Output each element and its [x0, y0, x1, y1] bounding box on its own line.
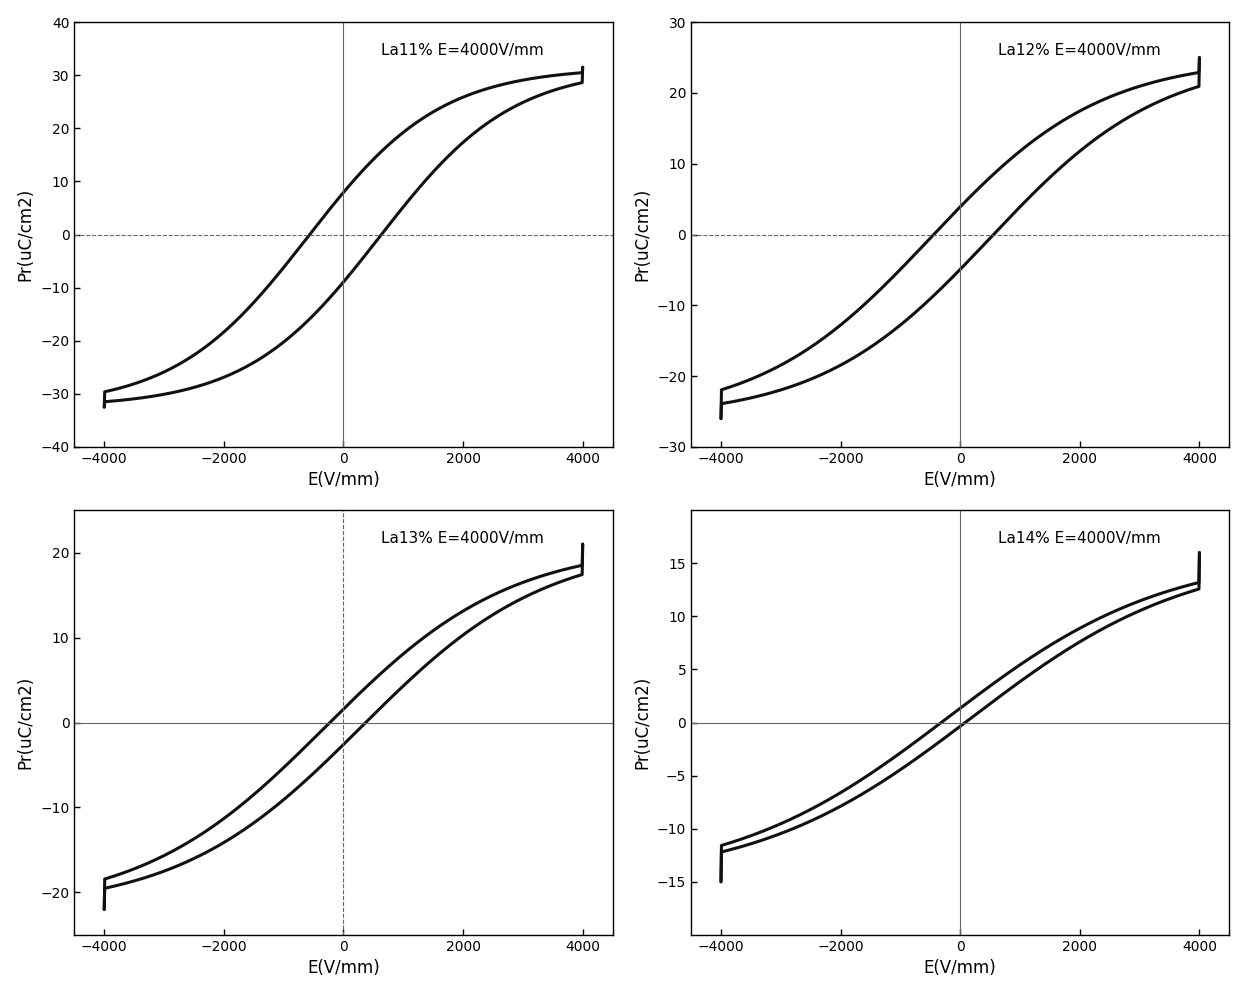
Text: La12% E=4000V/mm: La12% E=4000V/mm — [998, 44, 1160, 59]
X-axis label: E(V/mm): E(V/mm) — [307, 471, 380, 489]
Y-axis label: Pr(uC/cm2): Pr(uC/cm2) — [633, 188, 652, 281]
Text: La11% E=4000V/mm: La11% E=4000V/mm — [381, 44, 545, 59]
X-axis label: E(V/mm): E(V/mm) — [923, 959, 997, 977]
Y-axis label: Pr(uC/cm2): Pr(uC/cm2) — [16, 188, 35, 281]
Text: La14% E=4000V/mm: La14% E=4000V/mm — [998, 532, 1160, 547]
X-axis label: E(V/mm): E(V/mm) — [307, 959, 380, 977]
Text: La13% E=4000V/mm: La13% E=4000V/mm — [381, 532, 545, 547]
Y-axis label: Pr(uC/cm2): Pr(uC/cm2) — [633, 676, 652, 769]
X-axis label: E(V/mm): E(V/mm) — [923, 471, 997, 489]
Y-axis label: Pr(uC/cm2): Pr(uC/cm2) — [16, 676, 35, 769]
